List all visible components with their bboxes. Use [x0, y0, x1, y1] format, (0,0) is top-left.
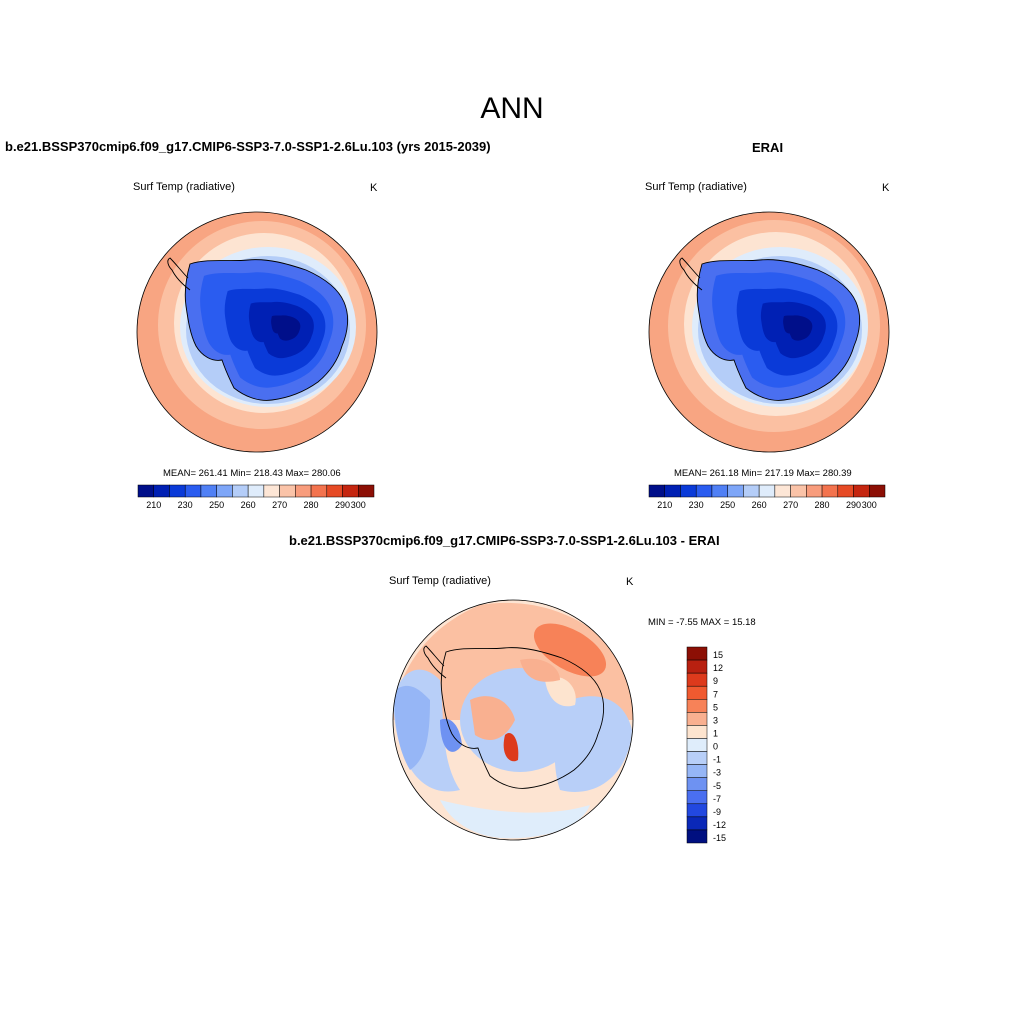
panel2-colorbar-swatch	[869, 484, 886, 498]
panel1-colorbar-tick-label: 260	[241, 500, 256, 510]
panel1-colorbar-tick-label: 210	[146, 500, 161, 510]
panel1-colorbar-swatch	[184, 484, 202, 498]
panel3-colorbar-tick-label: 15	[713, 650, 723, 660]
panel2-colorbar-tick-label: 280	[815, 500, 830, 510]
panel2-colorbar-swatch	[695, 484, 713, 498]
panel3-colorbar-tick-label: -15	[713, 833, 726, 843]
panel1-colorbar-tick-label: 270	[272, 500, 287, 510]
panel1-colorbar-tick-label: 300	[351, 500, 366, 510]
panel2-colorbar-swatch	[727, 484, 744, 498]
panel2-colorbar-swatch	[821, 484, 839, 498]
panel1-colorbar-swatch	[247, 484, 265, 498]
panel3-colorbar-tick-label: 5	[713, 702, 718, 712]
panel3-colorbar-swatch	[686, 725, 708, 739]
panel3-colorbar-swatch	[686, 803, 708, 818]
panel3-colorbar-swatch	[686, 685, 708, 700]
panel3-colorbar-tick-label: -3	[713, 768, 721, 778]
panel1-colorbar-swatch	[232, 484, 249, 498]
panel1-map	[137, 212, 377, 452]
panel3-colorbar-tick-label: -7	[713, 794, 721, 804]
panel2-colorbar-tick-label: 250	[720, 500, 735, 510]
panel1-stats: MEAN= 261.41 Min= 218.43 Max= 280.06	[163, 468, 341, 479]
panel3-colorbar-swatch	[686, 672, 708, 687]
panel1-colorbar-swatch	[200, 484, 217, 498]
panel3-colorbar-swatch	[686, 659, 708, 674]
panel3-colorbar-swatch	[686, 646, 708, 661]
panel3-colorbar-tick-label: 7	[713, 689, 718, 699]
panel3-colorbar: 15 12 9 7 5 3 1 0 -1 -3 -5 -7 -9 -12 -15	[686, 646, 726, 844]
panel3-colorbar-tick-label: -9	[713, 807, 721, 817]
panel2-colorbar-swatch	[648, 484, 665, 498]
panel2-colorbar-swatch	[806, 484, 823, 498]
panel3-stats: MIN = -7.55 MAX = 15.18	[648, 617, 756, 628]
panel2-colorbar-swatch	[743, 484, 760, 498]
panel2-colorbar-tick-label: 210	[657, 500, 672, 510]
panel3-colorbar-tick-label: -5	[713, 781, 721, 791]
panel1-colorbar-swatch	[326, 484, 343, 498]
panel2-map-border	[648, 211, 890, 453]
panel1-colorbar-swatch	[216, 484, 233, 498]
panel3-colorbar-swatch	[686, 777, 708, 791]
panel1-colorbar: 210 230 250 260 270 280 290 300	[137, 484, 375, 510]
panel3-map	[393, 600, 633, 840]
main-title: ANN	[480, 92, 544, 125]
panel3-colorbar-tick-label: 0	[713, 742, 718, 752]
panel2-colorbar-swatch	[664, 484, 681, 498]
panel3-colorbar-tick-label: -1	[713, 755, 721, 765]
panel2-colorbar: 210 230 250 260 270 280 290 300	[648, 484, 886, 510]
panel3-colorbar-tick-label: 12	[713, 663, 723, 673]
panel2-colorbar-tick-label: 270	[783, 500, 798, 510]
panel1-colorbar-swatch	[137, 484, 154, 498]
panel2-colorbar-tick-label: 300	[862, 500, 877, 510]
panel1-colorbar-tick-label: 280	[304, 500, 319, 510]
panel2-colorbar-tick-label: 230	[689, 500, 704, 510]
panel3-colorbar-swatch	[686, 738, 708, 752]
panel3-colorbar-swatch	[686, 816, 708, 831]
panel1-colorbar-tick-label: 290	[335, 500, 350, 510]
panel2-map	[649, 212, 889, 452]
panel2-colorbar-swatch	[680, 484, 697, 498]
panel2-colorbar-swatch	[774, 484, 791, 498]
panel3-colorbar-tick-label: 9	[713, 676, 718, 686]
panel1-units: K	[370, 182, 378, 194]
panel2-colorbar-swatch	[711, 484, 728, 498]
panel3-colorbar-swatch	[686, 790, 708, 805]
panel3-colorbar-tick-label: -12	[713, 820, 726, 830]
panel2-colorbar-swatch	[853, 484, 870, 498]
panel2-colorbar-swatch	[790, 484, 807, 498]
panel3-heading: b.e21.BSSP370cmip6.f09_g17.CMIP6-SSP3-7.…	[289, 533, 720, 548]
panel2-colorbar-tick-label: 290	[846, 500, 861, 510]
panel1-colorbar-swatch	[279, 484, 296, 498]
panel2-colorbar-swatch	[758, 484, 776, 498]
panel1-colorbar-swatch	[169, 484, 186, 498]
panel1-heading: b.e21.BSSP370cmip6.f09_g17.CMIP6-SSP3-7.…	[5, 139, 491, 154]
panel1-colorbar-tick-label: 250	[209, 500, 224, 510]
panel2-variable: Surf Temp (radiative)	[645, 181, 747, 193]
panel3-colorbar-swatch	[686, 699, 708, 713]
panel1-colorbar-swatch	[153, 484, 170, 498]
panel2-stats: MEAN= 261.18 Min= 217.19 Max= 280.39	[674, 468, 852, 479]
panel1-colorbar-swatch	[295, 484, 312, 498]
panel2-units: K	[882, 182, 890, 194]
panel1-colorbar-swatch	[310, 484, 328, 498]
panel1-colorbar-swatch	[263, 484, 280, 498]
panel3-colorbar-tick-label: 1	[713, 729, 718, 739]
panel1-colorbar-tick-label: 230	[178, 500, 193, 510]
panel3-colorbar-swatch	[686, 829, 708, 844]
panel3-colorbar-tick-label: 3	[713, 715, 718, 725]
panel3-variable: Surf Temp (radiative)	[389, 575, 491, 587]
panel3-colorbar-swatch	[686, 751, 708, 765]
panel1-variable: Surf Temp (radiative)	[133, 181, 235, 193]
panel1-colorbar-swatch	[358, 484, 375, 498]
panel3-colorbar-swatch	[686, 764, 708, 778]
panel3-units: K	[626, 576, 634, 588]
panel1-map-border	[136, 211, 378, 453]
panel1-colorbar-swatch	[342, 484, 359, 498]
panel3-colorbar-swatch	[686, 712, 708, 726]
panel2-colorbar-swatch	[837, 484, 854, 498]
panel3-map-border	[392, 599, 634, 841]
panel2-heading: ERAI	[752, 140, 784, 155]
panel2-colorbar-tick-label: 260	[752, 500, 767, 510]
